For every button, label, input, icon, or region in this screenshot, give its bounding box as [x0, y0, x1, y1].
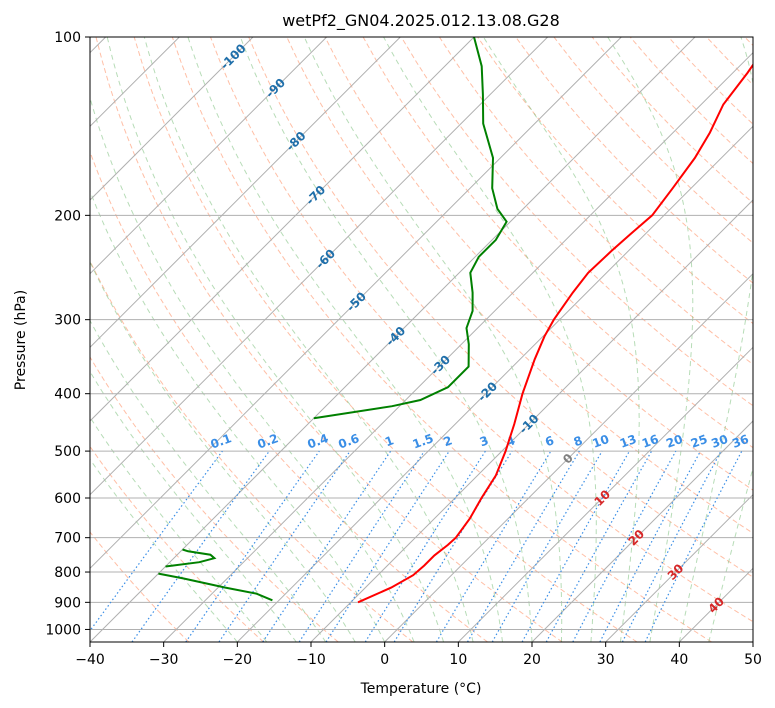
x-tick-label: 10 [449, 652, 467, 668]
x-tick-label: 50 [744, 652, 762, 668]
x-tick-label: 30 [597, 652, 615, 668]
chart-title: wetPf2_GN04.2025.012.13.08.G28 [282, 11, 560, 31]
x-tick-label: −40 [75, 652, 105, 668]
y-tick-label: 200 [54, 208, 81, 224]
mixing-ratio-label: 0.6 [336, 431, 361, 451]
y-tick-label: 1000 [45, 622, 81, 638]
mixing-ratio-line [218, 450, 351, 642]
y-tick-label: 400 [54, 387, 81, 403]
moist-adiabat [90, 458, 238, 642]
moist-adiabat [90, 260, 356, 642]
mixing-ratio-label: 30 [709, 432, 729, 451]
moist-adiabat [383, 37, 597, 642]
moist-adiabat [90, 370, 297, 642]
moist-adiabat [187, 37, 503, 642]
isotherm-line [90, 37, 622, 570]
mixing-ratio-line [298, 450, 425, 642]
mixing-ratio-label: 13 [618, 432, 638, 451]
mixing-ratio-line [185, 450, 320, 642]
dry-adiabat [400, 37, 753, 407]
mixing-ratio-label: 36 [730, 432, 750, 451]
dry-adiabat [133, 37, 638, 642]
plot-frame [89, 36, 754, 643]
y-tick-label: 700 [54, 531, 81, 547]
moist-adiabat [482, 37, 640, 642]
isotherm-line [90, 37, 549, 496]
isotherm-line [90, 37, 696, 642]
temperature-line [357, 63, 753, 604]
dry-adiabat [515, 37, 753, 284]
dry-adiabat [248, 37, 753, 578]
isotherm-line [531, 420, 753, 642]
x-tick-label: 0 [380, 652, 389, 668]
y-axis-label: Pressure (hPa) [13, 290, 29, 390]
x-tick-label: 40 [670, 652, 688, 668]
isotherm-line [90, 37, 254, 201]
mixing-ratio-line [262, 450, 392, 642]
mixing-ratio-label: 1.5 [411, 431, 436, 451]
dry-adiabat [95, 37, 563, 642]
mixing-ratio-line [325, 450, 450, 642]
mixing-ratio-label: 10 [590, 432, 610, 451]
dry-adiabat [171, 37, 712, 642]
isotherm-line [163, 51, 753, 642]
mixing-ratio-line [572, 450, 677, 642]
moist-adiabat [303, 37, 563, 642]
plot-area: 0.1 0.2 0.4 0.6 1 1.5 2 3 4 6 8 10 13 16 20 25 30 36-100-… [90, 37, 753, 642]
x-axis: −40 −30 −20 −10 0 10 20 30 40 50 [75, 642, 762, 668]
moist-adiabat [607, 37, 694, 642]
y-tick-label: 500 [54, 444, 81, 460]
dewpoint-line [313, 37, 508, 420]
mixing-ratio-line [644, 450, 743, 642]
dry-adiabat [210, 37, 753, 623]
mixing-ratio-line [90, 450, 223, 632]
moist-adiabat [106, 37, 445, 642]
mixing-ratio-label: 0.4 [306, 431, 331, 451]
mixing-ratio-line [545, 450, 653, 642]
isotherm-line [90, 37, 328, 275]
x-tick-label: −30 [149, 652, 179, 668]
x-tick-label: 20 [523, 652, 541, 668]
isotherm-line [310, 199, 753, 642]
dewpoint-line [165, 548, 217, 568]
mixing-ratio-label: 0.2 [256, 431, 281, 451]
x-tick-label: −10 [296, 652, 326, 668]
y-tick-label: 100 [54, 30, 81, 46]
isotherm-line [605, 493, 753, 642]
mixing-ratio-label: 25 [689, 432, 709, 451]
isotherm-line [457, 346, 753, 642]
y-tick-label: 900 [54, 595, 81, 611]
mixing-ratio-label: 16 [640, 432, 660, 451]
isotherm-line [384, 272, 753, 642]
dewpoint-line [158, 572, 273, 602]
moist-adiabat [143, 37, 474, 642]
mixing-ratio-label: 20 [664, 432, 684, 451]
y-axis: 1000 900 800 700 600 500 400 300 200 100 [45, 30, 90, 638]
dry-adiabat [90, 150, 488, 642]
dry-adiabat [438, 37, 753, 366]
isotherm-line [236, 125, 753, 642]
mixing-ratio-line [521, 450, 631, 642]
dry-adiabat [90, 356, 339, 642]
x-axis-label: Temperature (°C) [360, 681, 482, 697]
isotherm-line [90, 37, 401, 349]
mixing-ratio-label: 0.1 [209, 431, 234, 451]
moist-adiabat [239, 37, 533, 642]
moist-adiabat [90, 416, 268, 642]
dry-adiabat [90, 531, 190, 642]
y-tick-label: 800 [54, 565, 81, 581]
y-tick-label: 600 [54, 491, 81, 507]
isotherm-line [90, 37, 475, 422]
dry-adiabat [90, 445, 264, 642]
x-tick-label: −20 [223, 652, 253, 668]
dry-adiabat [324, 37, 753, 491]
y-tick-label: 300 [54, 313, 81, 329]
